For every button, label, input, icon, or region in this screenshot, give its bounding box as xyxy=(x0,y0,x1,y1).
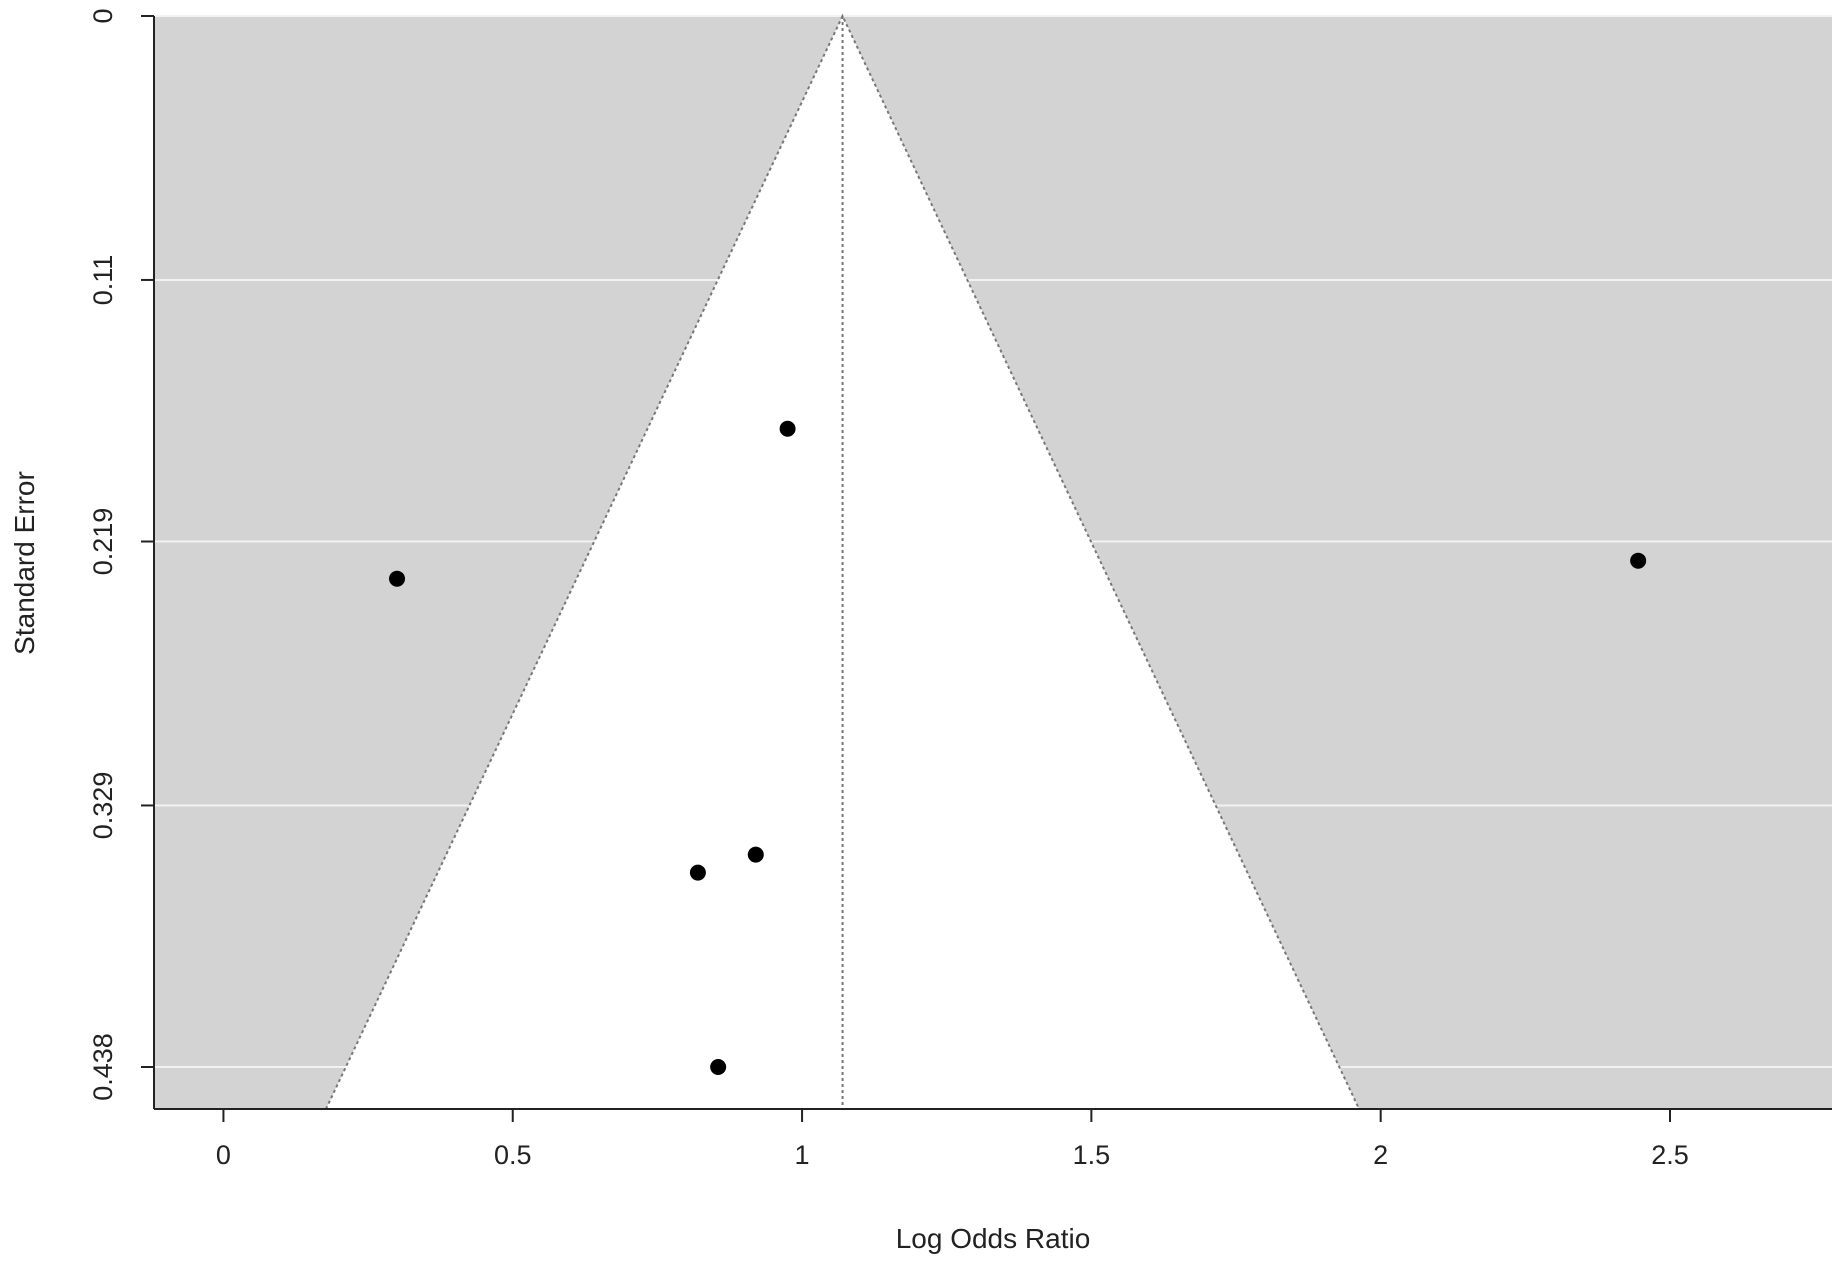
x-tick-label: 0.5 xyxy=(494,1140,532,1170)
x-axis-ticks: 0 0.5 1 1.5 2 2.5 xyxy=(216,1109,1689,1170)
data-point xyxy=(689,864,706,881)
y-tick-label: 0.219 xyxy=(88,508,118,576)
data-point xyxy=(779,420,796,437)
y-tick-label: 0.438 xyxy=(88,1033,118,1101)
data-point xyxy=(389,570,406,587)
y-tick-label: 0.11 xyxy=(88,255,118,306)
y-axis-ticks: 0 0.11 0.219 0.329 0.438 xyxy=(88,8,154,1101)
data-point xyxy=(747,846,764,863)
x-tick-label: 1.5 xyxy=(1073,1140,1111,1170)
data-point xyxy=(710,1059,727,1076)
y-tick-label: 0.329 xyxy=(88,772,118,840)
y-axis-title: Standard Error xyxy=(9,471,40,655)
x-tick-label: 2 xyxy=(1373,1140,1388,1170)
y-tick-label: 0 xyxy=(88,8,118,23)
x-tick-label: 2.5 xyxy=(1651,1140,1689,1170)
x-tick-label: 1 xyxy=(795,1140,810,1170)
x-tick-label: 0 xyxy=(216,1140,231,1170)
data-point xyxy=(1630,552,1647,569)
data-points xyxy=(389,420,1647,1076)
x-axis-title: Log Odds Ratio xyxy=(896,1223,1091,1254)
